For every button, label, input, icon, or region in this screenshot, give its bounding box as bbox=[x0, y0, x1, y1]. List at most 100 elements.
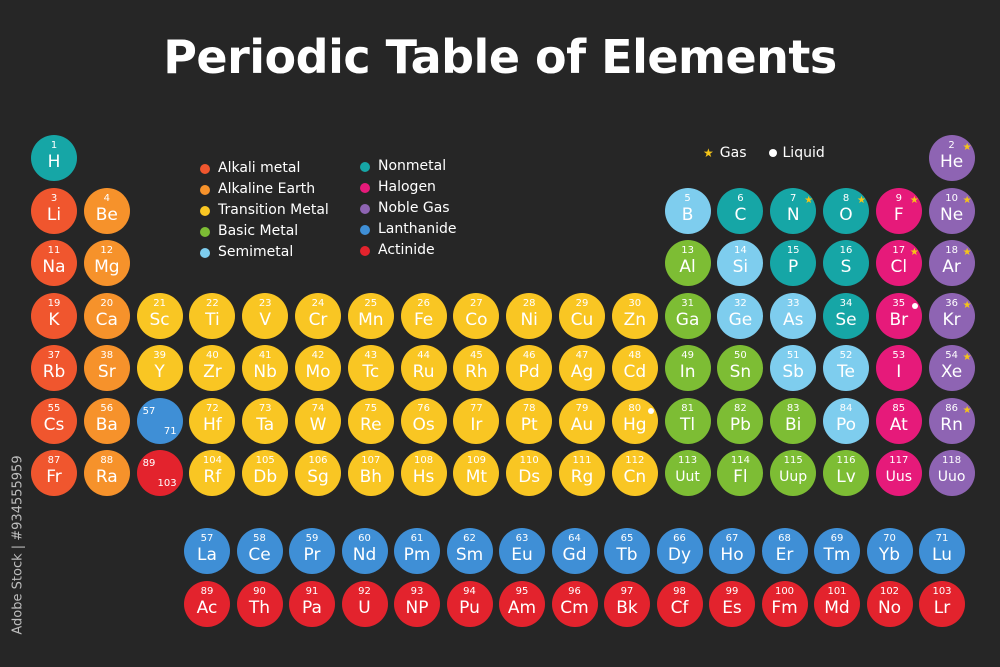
element-cell-si: 14 Si bbox=[717, 240, 764, 286]
element-symbol: Te bbox=[837, 362, 855, 382]
legend-label: Actinide bbox=[378, 242, 435, 258]
atomic-number: 65 bbox=[620, 533, 634, 544]
element-cell-al: 13 Al bbox=[664, 240, 711, 286]
page-title: Periodic Table of Elements bbox=[163, 30, 837, 84]
atomic-number: 99 bbox=[725, 586, 739, 597]
element-symbol: Si bbox=[732, 257, 749, 277]
element-symbol: Xe bbox=[940, 362, 963, 382]
category-legend-column-1: Alkali metal Alkaline Earth Transition Met… bbox=[200, 158, 329, 263]
element-symbol: Na bbox=[42, 257, 66, 277]
atomic-number: 64 bbox=[568, 533, 581, 544]
atomic-number: 29 bbox=[575, 297, 589, 309]
legend-item-noble: Noble Gas bbox=[360, 198, 456, 219]
element-cell-md: 101 Md bbox=[814, 581, 860, 627]
element-symbol: Ds bbox=[518, 467, 541, 487]
element-cell-am: 95 Am bbox=[499, 581, 545, 627]
series-placeholder-cell: 57 71 bbox=[136, 397, 183, 444]
element-cell-mg: 12 Mg bbox=[83, 240, 130, 286]
atomic-number: 24 bbox=[311, 297, 325, 309]
element-cell-fr: 87 Fr bbox=[31, 450, 77, 496]
element-symbol: Ni bbox=[520, 309, 538, 330]
atomic-number: 5 bbox=[684, 192, 691, 204]
legend-item-nonmetal: Nonmetal bbox=[360, 156, 456, 177]
atomic-number: 74 bbox=[311, 402, 325, 414]
atomic-number: 71 bbox=[935, 533, 949, 544]
element-symbol: Ba bbox=[95, 414, 118, 435]
element-symbol: Re bbox=[360, 414, 382, 435]
element-cell-es: 99 Es bbox=[709, 581, 755, 627]
element-symbol: B bbox=[681, 204, 694, 225]
atomic-number: 106 bbox=[308, 455, 328, 466]
element-cell-pd: 46 Pd bbox=[506, 345, 553, 391]
star-icon: ★ bbox=[804, 194, 814, 206]
element-symbol: La bbox=[197, 545, 217, 565]
element-cell-sr: 38 Sr bbox=[83, 345, 130, 391]
element-symbol: Tc bbox=[362, 362, 380, 382]
element-cell-lu: 71 Lu bbox=[919, 528, 965, 574]
element-symbol: Cu bbox=[570, 309, 594, 330]
star-icon: ★ bbox=[962, 404, 972, 416]
star-icon: ★ bbox=[857, 194, 866, 206]
element-cell-ca: 20 Ca bbox=[83, 292, 130, 339]
atomic-number: 93 bbox=[410, 586, 424, 597]
element-symbol: Pb bbox=[729, 414, 751, 435]
atomic-number: 16 bbox=[839, 245, 853, 256]
legend-item-alkaline: Alkaline Earth bbox=[200, 179, 329, 200]
atomic-number: 7 bbox=[790, 192, 797, 204]
element-symbol: Cf bbox=[670, 598, 689, 618]
atomic-number: 31 bbox=[681, 297, 694, 309]
atomic-number: 57 bbox=[142, 405, 156, 417]
element-symbol: Bk bbox=[616, 598, 638, 618]
element-cell-cl: 17 Cl ★ bbox=[875, 240, 922, 286]
element-cell-li: 3 Li bbox=[31, 187, 77, 234]
element-cell-cr: 24 Cr bbox=[295, 292, 341, 339]
element-symbol: Md bbox=[824, 598, 850, 618]
element-cell-fe: 26 Fe bbox=[400, 292, 447, 339]
legend-label: Transition Metal bbox=[218, 202, 329, 218]
element-cell-la: 57 La bbox=[184, 528, 230, 574]
element-cell-f: 9 F ★ bbox=[875, 187, 922, 234]
legend-swatch bbox=[360, 182, 370, 193]
element-cell-ag: 47 Ag bbox=[559, 345, 605, 391]
element-symbol: Ar bbox=[942, 257, 961, 277]
element-cell-uut: 113 Uut bbox=[664, 450, 711, 496]
atomic-number: 40 bbox=[206, 350, 219, 361]
element-cell-ra: 88 Ra bbox=[83, 450, 130, 496]
element-cell-sb: 51 Sb bbox=[770, 345, 817, 391]
atomic-number: 15 bbox=[786, 245, 800, 256]
element-symbol: Ac bbox=[196, 598, 218, 618]
dot-icon bbox=[647, 407, 654, 414]
element-symbol: Pt bbox=[520, 414, 538, 435]
dot-icon bbox=[768, 149, 777, 157]
element-symbol: Uup bbox=[779, 469, 808, 485]
element-symbol: Hf bbox=[203, 414, 222, 435]
atomic-number: 113 bbox=[678, 455, 698, 466]
atomic-number: 89 bbox=[200, 586, 214, 597]
star-icon: ★ bbox=[962, 247, 972, 258]
element-symbol: Fm bbox=[771, 598, 798, 618]
element-cell-po: 84 Po bbox=[823, 397, 869, 444]
element-symbol: Ge bbox=[728, 309, 753, 330]
element-symbol: Fl bbox=[733, 467, 748, 487]
element-cell-tb: 65 Tb bbox=[604, 528, 650, 574]
atomic-number: 75 bbox=[364, 402, 378, 414]
element-symbol: Pa bbox=[302, 598, 322, 618]
atomic-number: 70 bbox=[883, 533, 896, 544]
atomic-number: 8 bbox=[842, 192, 850, 204]
atomic-number: 37 bbox=[47, 350, 61, 361]
atomic-number: 43 bbox=[364, 350, 378, 361]
element-cell-er: 68 Er bbox=[761, 528, 808, 574]
atomic-number: 91 bbox=[305, 586, 319, 597]
element-symbol: Zn bbox=[623, 309, 646, 330]
element-cell-ac: 89 Ac bbox=[184, 581, 230, 627]
element-cell-in: 49 In bbox=[664, 345, 711, 391]
atomic-number: 4 bbox=[103, 192, 110, 204]
element-cell-cf: 98 Cf bbox=[656, 581, 703, 627]
element-cell-ge: 32 Ge bbox=[717, 292, 764, 339]
legend-swatch bbox=[200, 247, 210, 258]
element-symbol: Cr bbox=[308, 309, 328, 330]
element-cell-rh: 45 Rh bbox=[453, 345, 500, 391]
atomic-number: 97 bbox=[620, 586, 634, 597]
element-symbol: Tm bbox=[823, 545, 851, 565]
element-symbol: Hs bbox=[412, 467, 435, 487]
